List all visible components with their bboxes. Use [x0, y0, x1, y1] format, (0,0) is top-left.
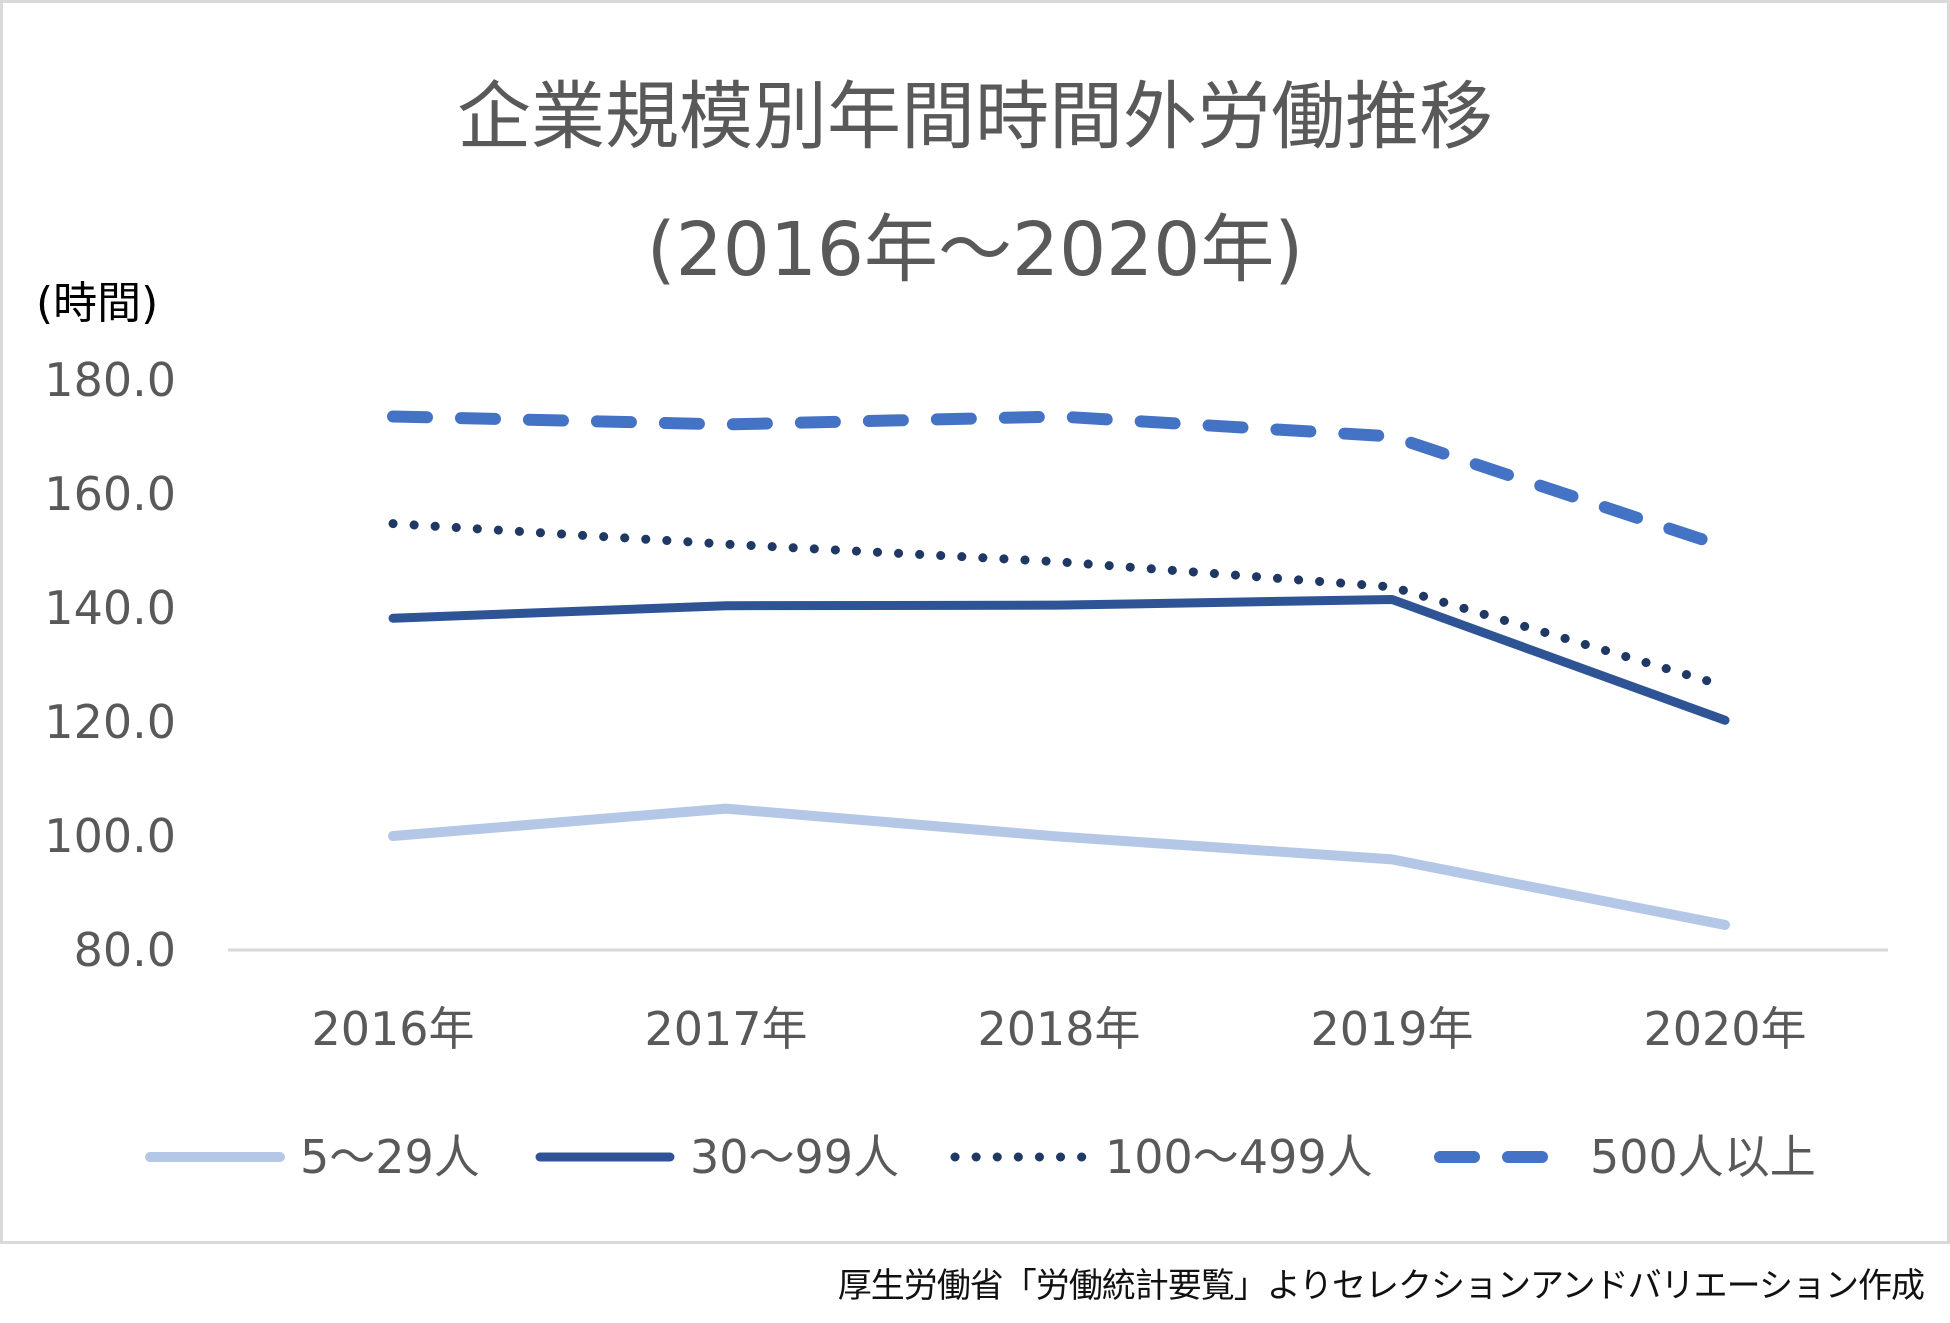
y-tick-label: 120.0	[44, 695, 176, 749]
series-line	[387, 410, 1731, 554]
y-axis-label: (時間)	[36, 278, 158, 329]
y-tick-label: 160.0	[44, 467, 176, 521]
series-line	[388, 519, 1730, 691]
series-line	[388, 594, 1730, 725]
legend-label: 5～29人	[300, 1130, 480, 1184]
x-tick-label: 2019年	[1310, 1002, 1473, 1056]
legend-label: 30～99人	[690, 1130, 899, 1184]
y-tick-label: 80.0	[74, 923, 176, 977]
x-tick-label: 2016年	[311, 1002, 474, 1056]
source-note: 厚生労働省「労働統計要覧」よりセレクションアンドバリエーション作成	[837, 1266, 1925, 1306]
x-tick-label: 2018年	[977, 1002, 1140, 1056]
legend-label: 100～499人	[1105, 1130, 1373, 1184]
legend-label: 500人以上	[1590, 1130, 1816, 1184]
line-chart: 企業規模別年間時間外労働推移 (2016年～2020年) (時間) 180.0 1…	[36, 74, 1888, 1184]
chart-frame	[0, 0, 1950, 1244]
x-tick-label: 2017年	[644, 1002, 807, 1056]
y-tick-label: 100.0	[44, 809, 176, 863]
chart-subtitle: (2016年～2020年)	[647, 207, 1303, 293]
series-line	[388, 803, 1730, 930]
x-tick-label: 2020年	[1643, 1002, 1806, 1056]
y-tick-label: 140.0	[44, 581, 176, 635]
chart-title: 企業規模別年間時間外労働推移	[457, 74, 1493, 160]
y-tick-label: 180.0	[44, 353, 176, 407]
